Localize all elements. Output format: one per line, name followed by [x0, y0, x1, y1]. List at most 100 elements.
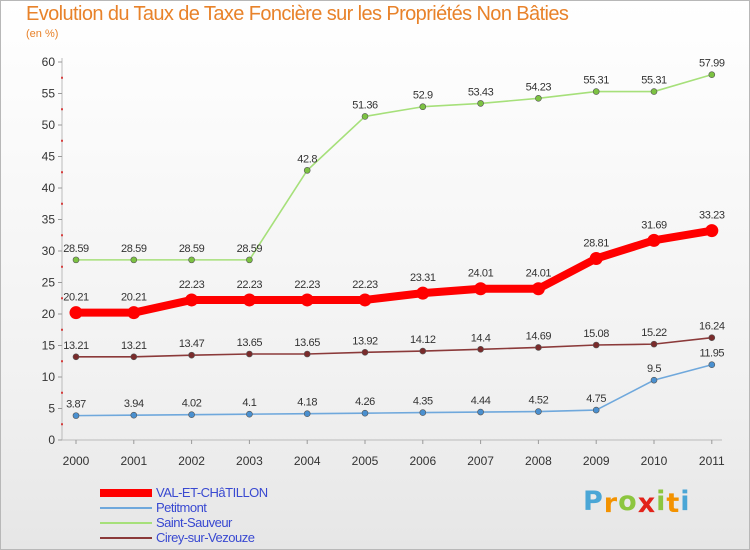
data-label-saint-sauveur: 51.36	[352, 99, 378, 111]
proxiti-logo: Proxiti	[583, 486, 691, 519]
data-label-val-et-ch-tillon: 24.01	[526, 268, 552, 280]
line-chart: 0 5 10 15 20 25 30 35 40 45 50 55 60 2000 2001 2002 2003…	[42, 55, 726, 468]
x-tick-label: 2006	[409, 454, 436, 468]
data-label-petitmont: 4.35	[413, 396, 433, 408]
data-point-saint-sauveur	[72, 256, 80, 264]
logo-letter: x	[637, 488, 657, 519]
x-tick-label: 2007	[467, 454, 494, 468]
y-tick-label: 0	[48, 433, 55, 447]
data-point-cirey-sur-vezouze	[477, 345, 484, 353]
data-point-petitmont	[477, 408, 484, 416]
data-label-saint-sauveur: 28.59	[121, 243, 147, 255]
data-point-val-et-ch-tillon	[589, 251, 603, 265]
legend-label: Saint-Sauveur	[156, 515, 232, 530]
logo-letter: P	[583, 486, 604, 517]
x-tick-label: 2011	[699, 454, 725, 468]
y-tick-label: 20	[42, 307, 56, 321]
data-point-val-et-ch-tillon	[358, 293, 372, 307]
data-label-val-et-ch-tillon: 28.81	[583, 237, 609, 249]
data-point-saint-sauveur	[361, 113, 369, 120]
legend-label: Cirey-sur-Vezouze	[156, 530, 255, 545]
data-label-petitmont: 4.26	[355, 396, 375, 408]
data-point-cirey-sur-vezouze	[361, 349, 369, 356]
series-line-petitmont	[75, 363, 713, 417]
data-label-val-et-ch-tillon: 22.23	[237, 279, 263, 291]
y-tick-label: 15	[42, 339, 56, 353]
data-label-val-et-ch-tillon: 23.31	[410, 272, 436, 284]
logo-letter: o	[618, 486, 638, 517]
data-label-saint-sauveur: 42.8	[297, 153, 317, 165]
data-point-petitmont	[130, 411, 138, 419]
data-label-petitmont: 11.95	[699, 348, 724, 360]
data-point-saint-sauveur	[535, 95, 542, 102]
data-point-saint-sauveur	[303, 167, 311, 174]
data-label-saint-sauveur: 28.59	[179, 243, 205, 255]
data-label-val-et-ch-tillon: 24.01	[468, 268, 494, 280]
y-axis-unit-label: (en %)	[26, 28, 59, 40]
data-label-saint-sauveur: 54.23	[526, 81, 552, 93]
data-point-cirey-sur-vezouze	[303, 350, 311, 358]
data-point-cirey-sur-vezouze	[72, 353, 80, 361]
logo-letter: t	[666, 488, 681, 519]
data-point-saint-sauveur	[592, 88, 600, 95]
data-point-cirey-sur-vezouze	[708, 334, 716, 341]
y-tick-label: 5	[48, 402, 55, 416]
data-label-cirey-sur-vezouze: 13.92	[352, 335, 378, 347]
data-label-saint-sauveur: 55.31	[641, 75, 667, 87]
y-tick-label: 30	[42, 244, 56, 258]
data-label-saint-sauveur: 55.31	[583, 75, 609, 87]
logo-letter: i	[680, 486, 691, 517]
y-tick-label: 50	[42, 118, 56, 132]
data-point-val-et-ch-tillon	[185, 293, 199, 307]
data-label-cirey-sur-vezouze: 13.21	[63, 340, 89, 352]
y-tick-label: 35	[42, 213, 56, 227]
data-label-val-et-ch-tillon: 22.23	[179, 279, 205, 291]
data-point-val-et-ch-tillon	[242, 293, 256, 307]
data-label-val-et-ch-tillon: 22.23	[352, 279, 378, 291]
legend-swatch	[100, 489, 152, 497]
data-point-petitmont	[188, 411, 195, 418]
data-point-cirey-sur-vezouze	[650, 340, 658, 348]
data-label-saint-sauveur: 53.43	[468, 86, 494, 98]
data-label-val-et-ch-tillon: 20.21	[121, 292, 147, 304]
data-label-val-et-ch-tillon: 31.69	[641, 219, 667, 231]
series-line-saint-sauveur	[75, 73, 713, 261]
data-label-cirey-sur-vezouze: 13.47	[179, 338, 205, 350]
y-tick-label: 60	[42, 55, 56, 69]
data-point-petitmont	[72, 412, 80, 419]
data-label-val-et-ch-tillon: 22.23	[294, 279, 320, 291]
data-label-saint-sauveur: 28.59	[237, 243, 263, 255]
data-label-cirey-sur-vezouze: 16.24	[699, 321, 725, 333]
data-label-cirey-sur-vezouze: 14.69	[526, 330, 552, 342]
data-label-cirey-sur-vezouze: 15.08	[583, 328, 609, 340]
data-point-val-et-ch-tillon	[474, 282, 488, 296]
data-point-val-et-ch-tillon	[300, 293, 314, 307]
data-point-cirey-sur-vezouze	[419, 347, 427, 355]
data-label-cirey-sur-vezouze: 15.22	[641, 327, 667, 339]
data-point-val-et-ch-tillon	[69, 306, 83, 320]
x-tick-label: 2008	[525, 454, 552, 468]
x-tick-label: 2001	[120, 454, 147, 468]
data-point-val-et-ch-tillon	[531, 282, 545, 296]
data-label-cirey-sur-vezouze: 13.65	[294, 337, 320, 349]
data-point-petitmont	[361, 409, 369, 417]
data-point-petitmont	[535, 408, 542, 415]
data-point-petitmont	[708, 361, 716, 369]
x-tick-label: 2003	[236, 454, 263, 468]
data-point-saint-sauveur	[188, 256, 195, 264]
logo-letter: i	[656, 486, 667, 517]
data-point-petitmont	[592, 406, 600, 414]
data-point-cirey-sur-vezouze	[592, 341, 600, 349]
data-label-petitmont: 4.02	[182, 398, 202, 410]
data-point-val-et-ch-tillon	[647, 233, 661, 247]
legend-swatch	[100, 537, 152, 539]
data-label-petitmont: 4.18	[297, 397, 317, 409]
data-point-saint-sauveur	[419, 103, 427, 111]
data-label-petitmont: 3.87	[66, 399, 86, 411]
x-tick-label: 2000	[63, 454, 90, 468]
data-point-saint-sauveur	[650, 88, 658, 95]
data-label-petitmont: 4.75	[586, 393, 606, 405]
data-label-petitmont: 4.44	[471, 395, 491, 407]
data-label-cirey-sur-vezouze: 14.12	[410, 334, 436, 346]
data-label-saint-sauveur: 28.59	[63, 243, 89, 255]
